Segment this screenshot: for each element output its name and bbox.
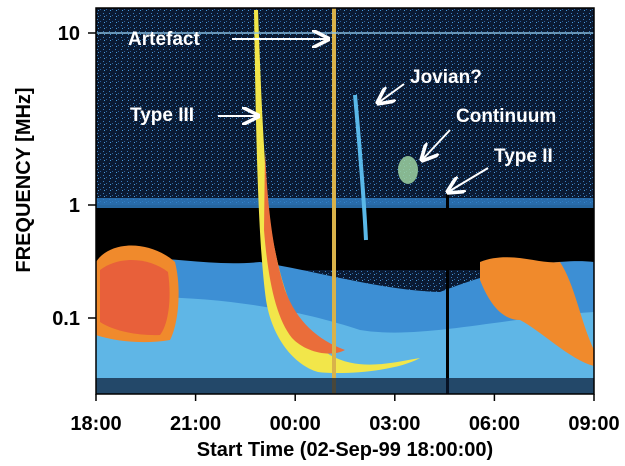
type-ii-line	[446, 190, 449, 394]
left-emission-core	[100, 260, 170, 336]
annotation-type-iii: Type III	[130, 105, 194, 126]
type-iii-burst-core	[264, 150, 345, 354]
x-tick-label: 03:00	[369, 413, 420, 435]
annotation-type-ii: Type II	[494, 146, 553, 167]
right-emission	[480, 257, 594, 366]
annotation-continuum: Continuum	[456, 106, 556, 127]
annotation-jovian: Jovian?	[410, 67, 482, 88]
bottom-noise	[96, 378, 594, 394]
x-tick-label: 21:00	[170, 413, 221, 435]
y-axis-label: FREQUENCY [MHz]	[13, 87, 35, 272]
arrow-type-ii	[448, 167, 489, 192]
y-tick-label: 0.1	[52, 308, 80, 330]
plot-frame	[95, 7, 595, 395]
arrow-jovian	[378, 83, 405, 103]
x-axis: 18:00 21:00 00:00 03:00 06:00 09:00 Start Tim…	[70, 394, 620, 461]
annotations: Artefact Type III Jovian? Continuum Type…	[128, 29, 556, 192]
spectrogram-area	[96, 8, 594, 394]
x-tick-label: 18:00	[70, 413, 121, 435]
x-axis-label: Start Time (02-Sep-99 18:00:00)	[197, 439, 493, 461]
x-tick-label: 09:00	[568, 413, 619, 435]
x-tick-label: 06:00	[469, 413, 520, 435]
arrow-continuum	[422, 129, 451, 160]
y-tick-label: 10	[58, 23, 80, 45]
annotation-artefact: Artefact	[128, 29, 200, 50]
continuum-patch	[398, 156, 418, 184]
y-tick-label: 1	[69, 195, 80, 217]
10mhz-line	[96, 32, 594, 34]
x-tick-label: 00:00	[270, 413, 321, 435]
jovian-streak	[353, 94, 368, 241]
y-axis: 10 1 0.1 FREQUENCY [MHz]	[13, 23, 96, 330]
low-freq-emission-light	[96, 297, 594, 394]
1mhz-band	[96, 198, 594, 208]
artefact-line	[332, 8, 336, 394]
